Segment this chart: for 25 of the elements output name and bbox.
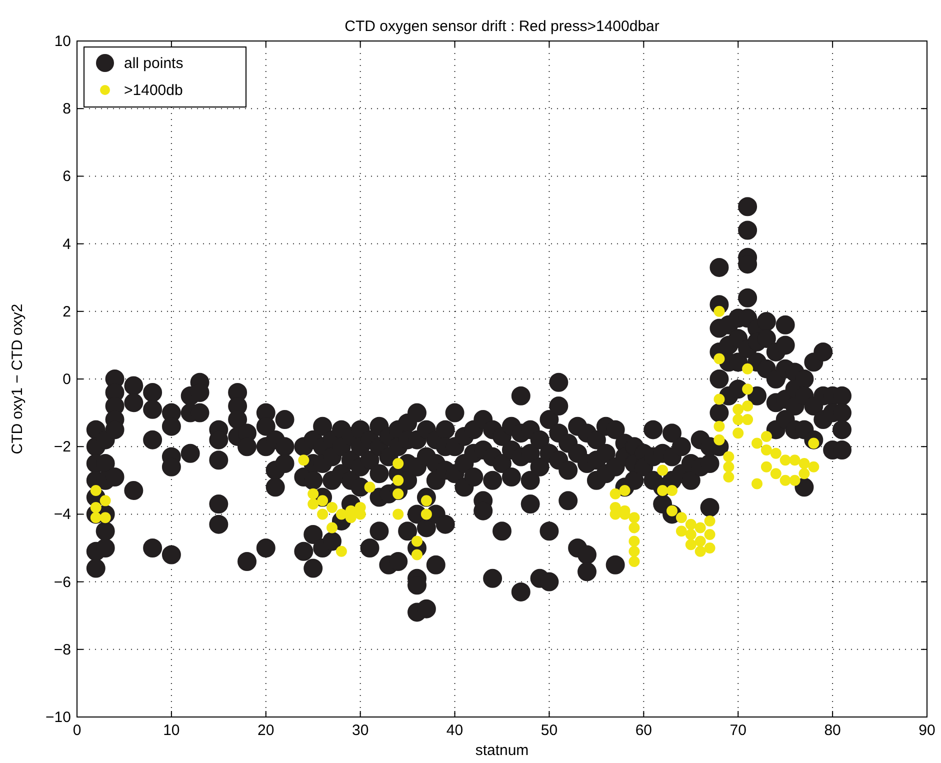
y-tick-label: −10 (46, 709, 71, 726)
y-tick-label: −2 (54, 438, 71, 456)
y-tick-label: 4 (62, 236, 71, 253)
y-tick-label: 10 (54, 33, 71, 50)
y-tick-label: −8 (54, 641, 71, 658)
x-tick-label: 40 (446, 722, 464, 739)
y-axis-title: CTD oxy1 − CTD oxy2 (9, 304, 26, 454)
x-tick-label: 50 (540, 722, 558, 739)
x-tick-label: 30 (352, 722, 369, 739)
y-tick-label: 8 (62, 100, 71, 118)
x-axis-title: statnum (475, 742, 529, 759)
x-tick-label: 20 (258, 722, 274, 739)
y-tick-label: −6 (54, 574, 71, 591)
chart-title: CTD oxygen sensor drift : Red press>1400dbar (344, 18, 660, 35)
x-tick-label: 90 (918, 722, 936, 739)
legend-label: >1400db (124, 82, 183, 99)
x-tick-label: 60 (635, 722, 652, 739)
x-tick-label: 70 (730, 722, 746, 739)
y-tick-label: −4 (54, 506, 71, 524)
x-tick-label: 80 (824, 722, 841, 739)
y-tick-label: 6 (62, 168, 71, 186)
legend-label: all points (124, 55, 184, 72)
y-tick-label: 2 (62, 303, 71, 320)
x-tick-label: 10 (163, 722, 180, 739)
y-tick-label: 0 (62, 371, 71, 388)
